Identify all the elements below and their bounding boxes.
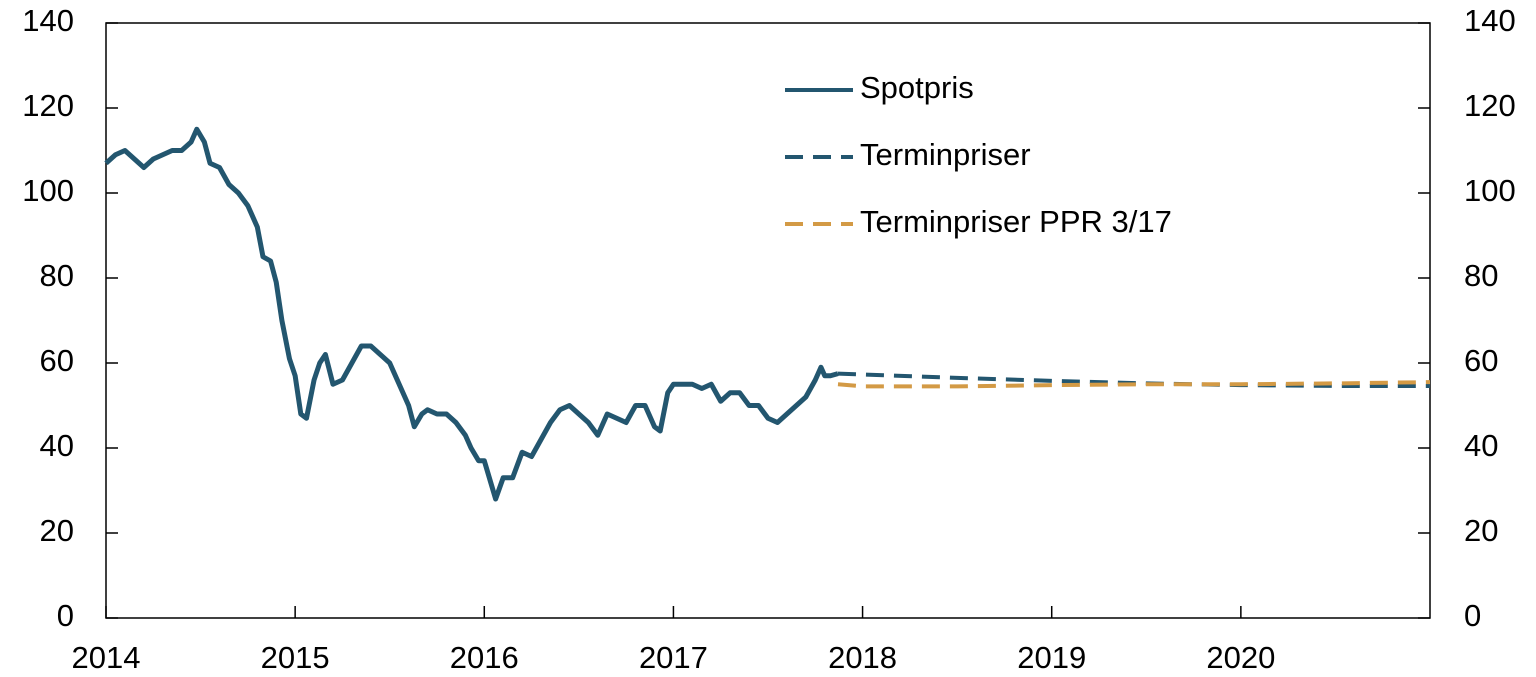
plot-frame: [105, 22, 1431, 619]
legend-label: Spotpris: [860, 70, 974, 105]
y-tick-label: 40: [40, 428, 74, 463]
legend-label: Terminpriser PPR 3/17: [860, 204, 1172, 239]
y2-tick-label: 40: [1464, 428, 1498, 463]
y-tick-label: 120: [22, 88, 74, 123]
y2-tick-label: 0: [1464, 598, 1481, 633]
x-tick-label: 2020: [1206, 640, 1275, 675]
series-line: [104, 126, 839, 502]
y2-tick-label: 120: [1464, 88, 1516, 123]
y-tick-label: 80: [40, 258, 74, 293]
y2-tick-label: 80: [1464, 258, 1498, 293]
y-tick-label: 0: [57, 598, 74, 633]
y2-tick-label: 100: [1464, 173, 1516, 208]
y2-tick-label: 60: [1464, 343, 1498, 378]
y-tick-label: 20: [40, 513, 74, 548]
x-tick-label: 2016: [450, 640, 519, 675]
y-tick-label: 140: [22, 3, 74, 38]
x-tick-label: 2014: [72, 640, 141, 675]
x-tick-label: 2017: [639, 640, 708, 675]
legend-label: Terminpriser: [860, 137, 1031, 172]
series-line: [837, 380, 1431, 389]
series-line: [837, 371, 1430, 388]
y2-tick-label: 20: [1464, 513, 1498, 548]
x-tick-label: 2015: [261, 640, 330, 675]
x-tick-label: 2019: [1017, 640, 1086, 675]
y-tick-label: 60: [40, 343, 74, 378]
x-tick-label: 2018: [828, 640, 897, 675]
y-tick-label: 100: [22, 173, 74, 208]
y2-tick-label: 140: [1464, 3, 1516, 38]
